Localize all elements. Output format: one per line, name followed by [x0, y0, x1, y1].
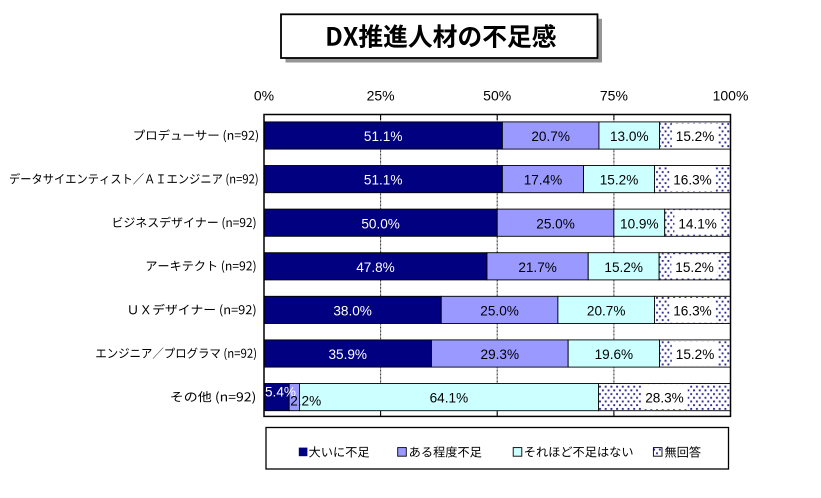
svg-text:51.1%: 51.1% [364, 129, 403, 144]
svg-text:13.0%: 13.0% [610, 129, 649, 144]
svg-text:28.3%: 28.3% [645, 391, 684, 406]
svg-text:10.9%: 10.9% [620, 216, 659, 231]
svg-text:16.3%: 16.3% [673, 304, 712, 319]
svg-text:21.7%: 21.7% [518, 260, 557, 275]
svg-text:25%: 25% [367, 88, 395, 104]
svg-text:17.4%: 17.4% [524, 173, 563, 188]
svg-text:25.0%: 25.0% [480, 304, 519, 319]
svg-text:16.3%: 16.3% [673, 173, 712, 188]
svg-text:19.6%: 19.6% [595, 347, 634, 362]
svg-text:25.0%: 25.0% [536, 216, 575, 231]
svg-text:75%: 75% [600, 88, 628, 104]
svg-text:15.2%: 15.2% [676, 347, 715, 362]
svg-text:15.2%: 15.2% [676, 129, 715, 144]
svg-text:14.1%: 14.1% [678, 216, 717, 231]
svg-text:64.1%: 64.1% [430, 391, 469, 406]
svg-text:0%: 0% [254, 88, 274, 104]
svg-text:35.9%: 35.9% [328, 347, 367, 362]
svg-text:2.2%: 2.2% [290, 393, 321, 408]
svg-text:29.3%: 29.3% [481, 347, 520, 362]
svg-text:100%: 100% [713, 88, 749, 104]
svg-text:38.0%: 38.0% [333, 304, 372, 319]
svg-text:51.1%: 51.1% [364, 173, 403, 188]
svg-text:15.2%: 15.2% [600, 173, 639, 188]
svg-text:20.7%: 20.7% [587, 304, 626, 319]
svg-text:47.8%: 47.8% [356, 260, 395, 275]
svg-text:15.2%: 15.2% [604, 260, 643, 275]
svg-text:15.2%: 15.2% [675, 260, 714, 275]
svg-text:5.4%: 5.4% [265, 385, 296, 400]
svg-text:20.7%: 20.7% [531, 129, 570, 144]
svg-text:50.0%: 50.0% [361, 216, 400, 231]
svg-text:50%: 50% [483, 88, 511, 104]
